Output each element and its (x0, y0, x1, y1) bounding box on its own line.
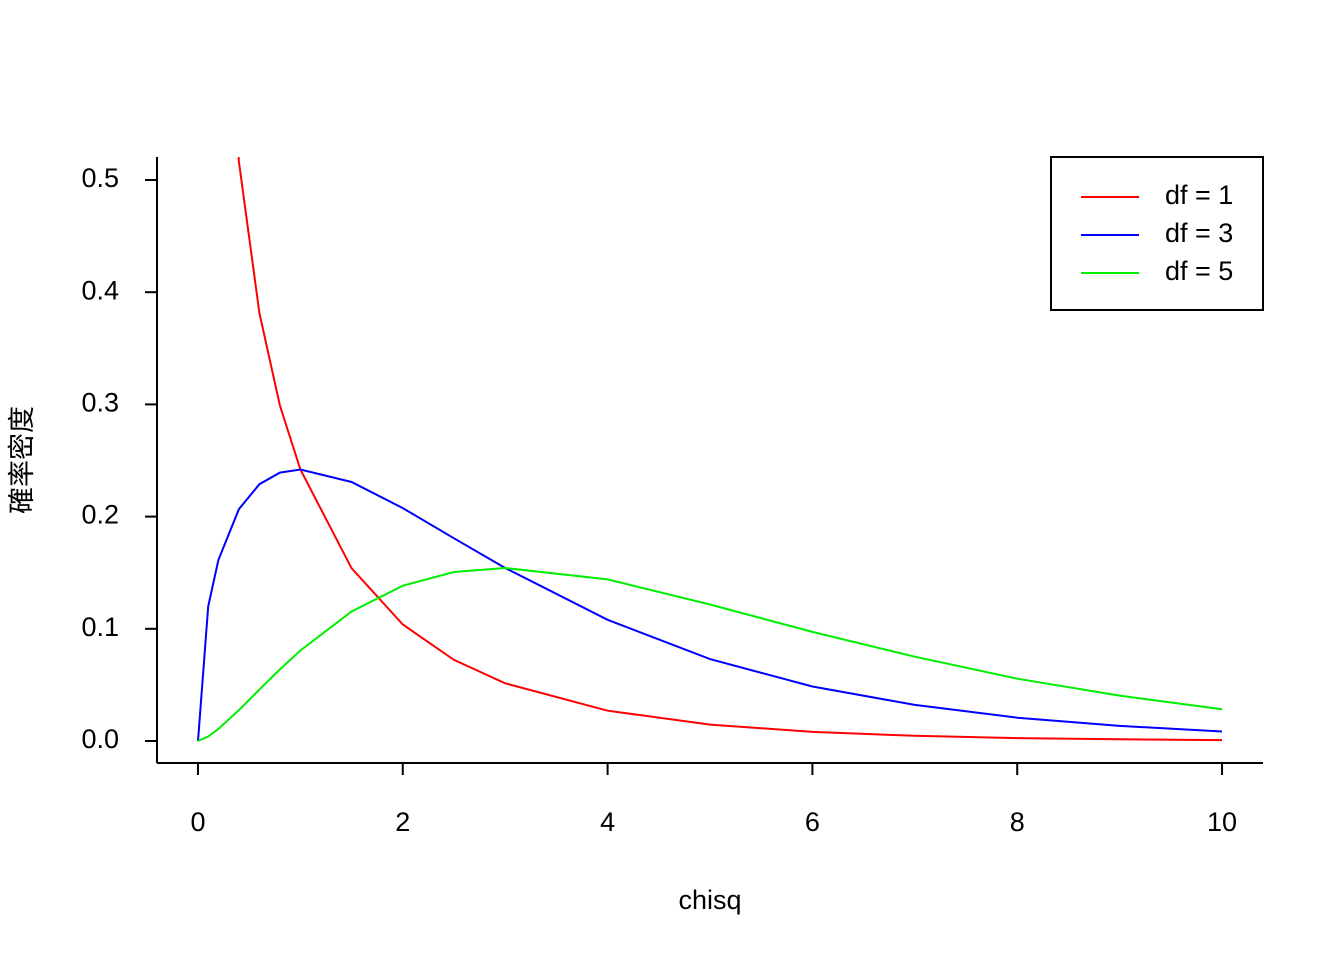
plot-area (197, 157, 1223, 742)
x-tick-label: 0 (190, 807, 205, 837)
y-axis-label: 確率密度 (7, 406, 37, 514)
y-tick-label: 0.2 (81, 500, 119, 530)
legend-box (1050, 156, 1264, 311)
y-tick-label: 0.0 (81, 724, 119, 754)
x-tick-label: 2 (395, 807, 410, 837)
y-tick-label: 0.3 (81, 388, 119, 418)
x-tick-label: 10 (1207, 807, 1237, 837)
y-tick-label: 0.5 (81, 163, 119, 193)
x-tick-label: 8 (1010, 807, 1025, 837)
legend-label: df = 3 (1165, 218, 1233, 248)
legend-label: df = 5 (1165, 256, 1233, 286)
y-tick-label: 0.4 (81, 275, 119, 305)
legend-label: df = 1 (1165, 180, 1233, 210)
x-axis-label: chisq (678, 885, 741, 915)
series-line (237, 157, 1223, 742)
x-tick-label: 4 (600, 807, 615, 837)
y-tick-label: 0.1 (81, 612, 119, 642)
series-line (197, 566, 1223, 742)
x-tick-label: 6 (805, 807, 820, 837)
series-line (197, 468, 1223, 742)
